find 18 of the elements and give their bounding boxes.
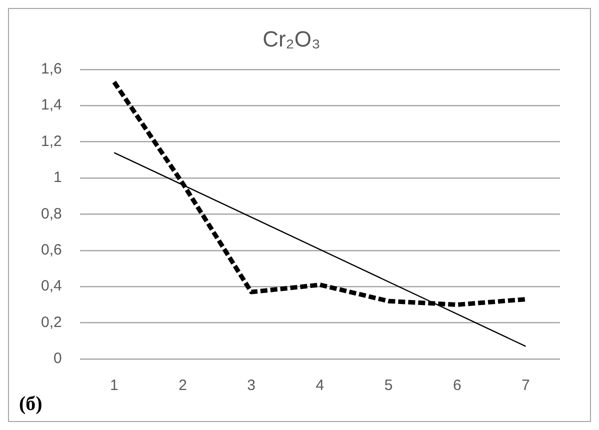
y-tick-label: 1 — [54, 169, 62, 186]
x-tick-label: 7 — [522, 377, 530, 394]
y-tick-label: 1,4 — [40, 96, 62, 114]
x-tick-label: 2 — [178, 377, 187, 394]
chart-title: Cr₂O₃ — [262, 26, 320, 52]
x-tick-label: 4 — [316, 377, 324, 394]
y-tick-label: 0,4 — [40, 278, 62, 295]
y-tick-label: 0,2 — [40, 314, 62, 331]
y-tick-label: 1,2 — [40, 132, 62, 150]
y-tick-label: 0,8 — [40, 205, 62, 222]
x-tick-label: 5 — [384, 377, 393, 394]
x-tick-label: 6 — [452, 377, 462, 394]
y-tick-label: 1,6 — [40, 60, 62, 78]
x-tick-label: 1 — [110, 377, 118, 394]
y-tick-label: 0 — [54, 350, 62, 368]
text: (б) — [19, 393, 42, 416]
x-tick-label: 3 — [247, 377, 256, 394]
y-tick-label: 0,6 — [40, 242, 62, 259]
